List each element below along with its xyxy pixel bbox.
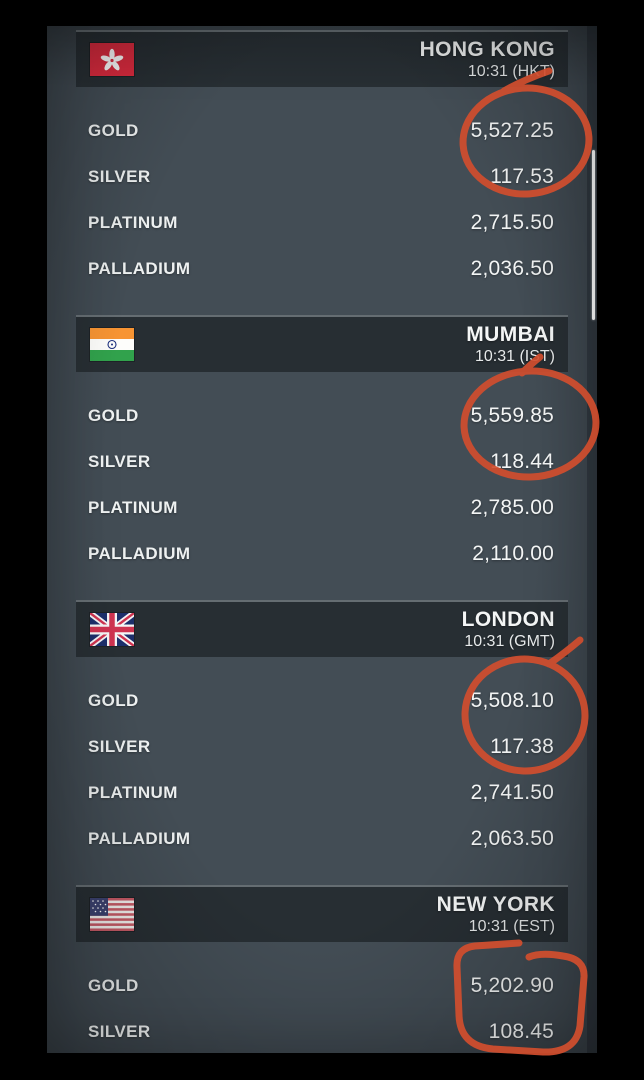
metal-price: 108.45 — [488, 1020, 554, 1043]
mumbai-rows: GOLD 5,559.85 SILVER 118.44 PLATINUM 2,7… — [47, 393, 597, 577]
metal-row-silver[interactable]: SILVER 117.38 — [47, 724, 597, 770]
city-name: NEW YORK — [436, 893, 555, 916]
mumbai-header: MUMBAI 10:31 (IST) — [76, 315, 568, 372]
metal-price: 2,036.50 — [470, 257, 554, 280]
hong-kong-header: HONG KONG 10:31 (HKT) — [76, 30, 568, 87]
metal-row-palladium[interactable]: PALLADIUM 2,036.50 — [47, 246, 597, 292]
metal-row-silver[interactable]: SILVER 117.53 — [47, 154, 597, 200]
metal-price: 2,785.00 — [470, 496, 554, 519]
metal-label: SILVER — [88, 737, 151, 756]
hong-kong-rows: GOLD 5,527.25 SILVER 117.53 PLATINUM 2,7… — [47, 108, 597, 292]
metal-row-platinum[interactable]: PLATINUM 2,715.50 — [47, 200, 597, 246]
india-flag-icon — [90, 328, 134, 361]
metal-row-silver[interactable]: SILVER 118.44 — [47, 439, 597, 485]
metal-price: 5,559.85 — [470, 404, 554, 427]
new-york-rows: GOLD 5,202.90 SILVER 108.45 — [47, 963, 597, 1053]
new-york-meta: NEW YORK 10:31 (EST) — [437, 893, 568, 936]
city-name: HONG KONG — [419, 38, 555, 61]
city-time: 10:31 (IST) — [474, 348, 555, 365]
section-hong-kong: HONG KONG 10:31 (HKT) GOLD 5,527.25 SILV… — [47, 30, 597, 315]
metal-row-platinum[interactable]: PLATINUM 2,741.50 — [47, 770, 597, 816]
metal-label: PLATINUM — [88, 213, 178, 232]
metal-price: 5,202.90 — [470, 974, 554, 997]
metal-label: SILVER — [88, 167, 151, 186]
hong-kong-flag-icon — [90, 43, 134, 76]
scrollbar-track — [587, 26, 597, 1053]
new-york-header: NEW YORK 10:31 (EST) — [76, 885, 568, 942]
metal-row-palladium[interactable]: PALLADIUM 2,063.50 — [47, 816, 597, 862]
metal-row-platinum[interactable]: PLATINUM 2,785.00 — [47, 485, 597, 531]
metal-row-silver[interactable]: SILVER 108.45 — [47, 1009, 597, 1053]
city-name: LONDON — [461, 608, 555, 631]
metal-row-gold[interactable]: GOLD 5,527.25 — [47, 108, 597, 154]
section-london: LONDON 10:31 (GMT) GOLD 5,508.10 SILVER … — [47, 600, 597, 885]
london-header: LONDON 10:31 (GMT) — [76, 600, 568, 657]
mumbai-meta: MUMBAI 10:31 (IST) — [466, 323, 568, 366]
us-flag-icon — [90, 898, 134, 931]
metal-label: GOLD — [88, 121, 139, 140]
metal-label: SILVER — [88, 1022, 151, 1041]
metal-label: PLATINUM — [88, 498, 178, 517]
metal-label: PALLADIUM — [88, 544, 191, 563]
section-new-york: NEW YORK 10:31 (EST) GOLD 5,202.90 SILVE… — [47, 885, 597, 1053]
metal-price: 2,715.50 — [470, 211, 554, 234]
metal-price: 5,508.10 — [470, 689, 554, 712]
metal-price: 117.53 — [490, 165, 554, 188]
metal-label: GOLD — [88, 976, 139, 995]
metal-label: PLATINUM — [88, 783, 178, 802]
metal-label: GOLD — [88, 691, 139, 710]
metal-label: PALLADIUM — [88, 829, 191, 848]
metal-price: 117.38 — [490, 735, 554, 758]
metal-price: 2,110.00 — [472, 542, 554, 565]
london-meta: LONDON 10:31 (GMT) — [462, 608, 568, 651]
city-name: MUMBAI — [466, 323, 555, 346]
metal-row-gold[interactable]: GOLD 5,559.85 — [47, 393, 597, 439]
metal-price: 2,063.50 — [470, 827, 554, 850]
city-time: 10:31 (EST) — [468, 918, 555, 935]
metal-label: SILVER — [88, 452, 151, 471]
scrollbar-thumb[interactable] — [592, 150, 595, 320]
metal-row-gold[interactable]: GOLD 5,202.90 — [47, 963, 597, 1009]
section-mumbai: MUMBAI 10:31 (IST) GOLD 5,559.85 SILVER … — [47, 315, 597, 600]
metal-prices-panel: HONG KONG 10:31 (HKT) GOLD 5,527.25 SILV… — [47, 26, 597, 1053]
metal-price: 5,527.25 — [470, 119, 554, 142]
metal-price: 2,741.50 — [470, 781, 554, 804]
metal-label: GOLD — [88, 406, 139, 425]
hong-kong-meta: HONG KONG 10:31 (HKT) — [420, 38, 568, 81]
metal-row-gold[interactable]: GOLD 5,508.10 — [47, 678, 597, 724]
city-time: 10:31 (HKT) — [467, 63, 555, 80]
london-rows: GOLD 5,508.10 SILVER 117.38 PLATINUM 2,7… — [47, 678, 597, 862]
metal-label: PALLADIUM — [88, 259, 191, 278]
metal-row-palladium[interactable]: PALLADIUM 2,110.00 — [47, 531, 597, 577]
city-time: 10:31 (GMT) — [464, 633, 555, 650]
metal-price: 118.44 — [490, 450, 554, 473]
uk-flag-icon — [90, 613, 134, 646]
